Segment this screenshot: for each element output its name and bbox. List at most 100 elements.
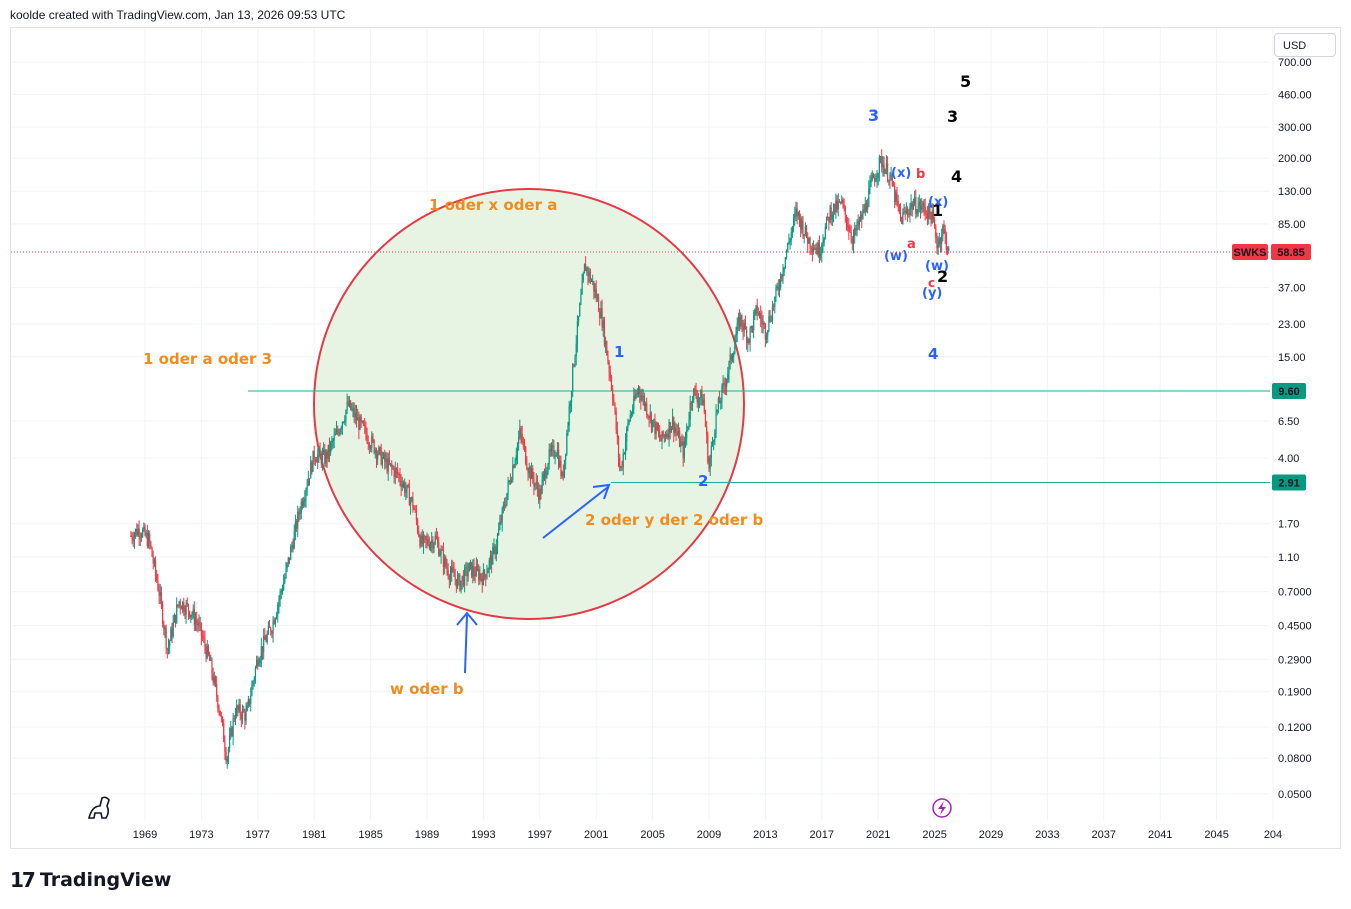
candle-body [771,306,774,321]
chart-frame [10,27,1341,849]
candle-body [751,326,754,331]
candle-body [568,406,570,426]
candle-body [139,536,141,538]
candle-body [634,395,636,399]
y-tick-label: 700.00 [1278,57,1312,69]
candle-body [602,320,604,328]
candle-body [219,710,221,716]
candle-body [888,180,890,182]
x-tick-label: 2025 [922,829,946,841]
candle-body [236,705,238,716]
annotation-label: 1 oder x oder a [429,196,557,214]
candle-body [140,536,143,538]
candle-body [340,428,342,430]
candle-body [646,403,648,416]
candle-body [136,529,138,536]
candle-body [546,472,548,478]
candle-body [879,156,882,158]
candle-body [620,466,622,468]
candle-body [458,575,460,577]
candle-body [668,422,670,438]
candle-body [589,271,591,282]
candle-body [901,216,903,224]
candle-body [253,678,255,682]
candle-body [147,534,150,547]
candle-body [169,640,171,647]
candle-body [702,399,704,406]
candle-body [941,236,943,244]
candle-body [911,202,913,210]
candle-body [288,557,291,560]
candle-body [428,544,430,549]
candle-body [520,428,522,434]
candle-body [199,622,201,624]
candle-body [226,757,228,762]
candle-body [905,209,907,213]
x-tick-label: 1993 [471,829,495,841]
candle-body [849,231,851,233]
candle-body [278,599,280,605]
candle-body [451,567,453,574]
candle-body [837,201,839,210]
candle-body [345,410,347,421]
candle-body [151,547,153,557]
candle-body [391,463,393,468]
candle-body [381,457,383,465]
horizontal-lines [11,251,1270,484]
candle-body [360,416,362,422]
candle-body [475,565,477,577]
candle-body [776,286,778,288]
zone-circle [313,188,745,620]
candle-body [487,569,489,574]
candle-body [560,460,562,477]
candle-body [210,659,212,661]
candle-body [267,626,269,634]
x-tick-label: 1981 [302,829,326,841]
candle-body [545,470,547,478]
candle-body [447,569,449,577]
candle-body [930,213,932,224]
candle-body [163,624,165,629]
candle-body [431,539,433,544]
annotation-label: 4 [951,167,962,186]
candle-body [659,431,661,438]
annotation-label: 2 oder y der 2 oder b [585,511,764,529]
candle-body [553,445,555,457]
candle-body [770,320,772,322]
candle-body [721,386,723,402]
candle-body [767,329,769,336]
candle-body [657,430,660,432]
candle-body [337,429,339,432]
candle-body [582,273,584,282]
candle-body [146,532,148,547]
candle-body [516,443,519,456]
candle-body [218,708,220,711]
y-tick-label: 4.00 [1278,453,1299,465]
candle-body [159,592,161,596]
candle-body [679,431,681,447]
candle-body [590,281,593,283]
candle-body [382,453,385,458]
candle-body [476,565,479,570]
candle-body [747,339,749,343]
candle-body [863,209,865,213]
candle-body [241,709,244,720]
candle-body [145,532,147,536]
candle-body [429,543,432,549]
tradingview-logo[interactable]: 17 TradingView [10,866,171,894]
candle-body [934,220,936,227]
candle-body [870,179,872,183]
candle-body [830,207,832,220]
candle-body [489,555,492,561]
candle-body [902,212,904,224]
candle-body [916,213,918,215]
candle-body [434,536,436,544]
annotation-label: 3 [947,107,958,126]
candle-body [441,549,443,551]
candle-body [666,434,668,437]
currency-selector[interactable]: USD [1274,33,1336,57]
zone-circle-layer [313,188,745,620]
candle-body [167,646,170,649]
candle-body [639,387,641,395]
